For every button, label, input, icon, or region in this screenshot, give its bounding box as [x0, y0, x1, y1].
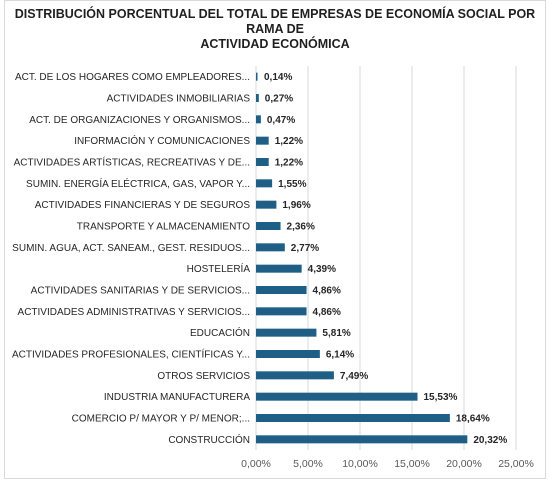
value-label: 4,86% [313, 307, 341, 318]
value-labels: 0,14% 0,27% 0,47% 1,22% 1,22% 1,55% 1,96% 2,36%… [264, 72, 507, 446]
bar [256, 200, 277, 209]
category-label: SUMIN. ENERGÍA ELÉCTRICA, GAS, VAPOR Y..… [26, 177, 250, 190]
value-label: 1,22% [275, 136, 303, 147]
value-label: 1,55% [278, 179, 306, 190]
category-label: ACT. DE ORGANIZACIONES Y ORGANISMOS... [29, 115, 250, 126]
value-label: 5,81% [322, 328, 350, 339]
category-label: ACTIVIDADES ADMINISTRATIVAS Y SERVICIOS.… [18, 307, 250, 318]
x-tick-label: 0,00% [241, 458, 271, 470]
bar [256, 72, 258, 81]
category-label: HOSTELERÍA [187, 262, 251, 275]
value-label: 7,49% [340, 371, 368, 382]
category-label: ACTIVIDADES PROFESIONALES, CIENTÍFICAS Y… [12, 348, 250, 361]
value-label: 15,53% [424, 392, 458, 403]
category-label: ACTIVIDADES ARTÍSTICAS, RECREATIVAS Y DE… [14, 156, 250, 169]
x-tick-labels: 0,00% 5,00% 10,00% 15,00% 20,00% 25,00% [241, 458, 534, 470]
gridlines [255, 66, 517, 450]
category-label: OTROS SERVICIOS [157, 371, 250, 382]
value-label: 2,77% [291, 243, 319, 254]
x-tick-label: 5,00% [293, 458, 323, 470]
bar [256, 371, 334, 380]
category-label: INFORMACIÓN Y COMUNICACIONES [74, 134, 250, 147]
bar [256, 136, 269, 145]
category-label: ACTIVIDADES FINANCIERAS Y DE SEGUROS [35, 200, 251, 211]
value-label: 18,64% [456, 414, 490, 425]
value-label: 1,22% [275, 158, 303, 169]
bar [256, 350, 320, 358]
bar [256, 264, 302, 273]
category-label: TRANSPORTE Y ALMACENAMIENTO [77, 222, 250, 233]
value-label: 0,14% [264, 72, 292, 83]
x-tick-label: 15,00% [394, 458, 430, 470]
bar [256, 435, 468, 444]
category-label: CONSTRUCCIÓN [168, 433, 250, 446]
category-label: EDUCACIÓN [190, 326, 250, 339]
category-label: SUMIN. AGUA, ACT. SANEAM., GEST. RESIDUO… [12, 243, 250, 254]
value-label: 4,86% [313, 286, 341, 297]
chart-title: DISTRIBUCIÓN PORCENTUAL DEL TOTAL DE EMP… [0, 7, 550, 52]
value-label: 4,39% [308, 264, 336, 275]
bar [256, 328, 317, 337]
value-label: 2,36% [287, 222, 315, 233]
category-label: ACTIVIDADES SANITARIAS Y DE SERVICIOS... [31, 286, 250, 297]
value-label: 0,27% [265, 94, 293, 105]
chart-title-line-2: ACTIVIDAD ECONÓMICA [200, 37, 350, 51]
bar [256, 307, 307, 316]
bars [256, 72, 468, 444]
value-label: 6,14% [326, 350, 354, 361]
category-label: ACT. DE LOS HOGARES COMO EMPLEADORES... [15, 72, 250, 83]
category-label: COMERCIO P/ MAYOR Y P/ MENOR;... [72, 414, 250, 425]
bar [256, 115, 261, 124]
bar [256, 94, 259, 102]
chart-title-line-1: DISTRIBUCIÓN PORCENTUAL DEL TOTAL DE EMP… [14, 7, 536, 36]
category-labels: ACT. DE LOS HOGARES COMO EMPLEADORES... A… [12, 72, 250, 446]
value-label: 20,32% [473, 435, 507, 446]
value-label: 0,47% [267, 115, 295, 126]
x-tick-label: 25,00% [498, 458, 534, 470]
bar [256, 286, 307, 294]
x-tick-label: 10,00% [342, 458, 378, 470]
category-label: ACTIVIDADES INMOBILIARIAS [107, 94, 251, 105]
bar [256, 243, 285, 252]
bar [256, 392, 418, 401]
bar [256, 414, 450, 422]
bar [256, 222, 281, 230]
category-label: INDUSTRIA MANUFACTURERA [104, 392, 250, 403]
bar [256, 179, 273, 188]
value-label: 1,96% [282, 200, 310, 211]
x-tick-label: 20,00% [446, 458, 482, 470]
bar [256, 158, 269, 166]
